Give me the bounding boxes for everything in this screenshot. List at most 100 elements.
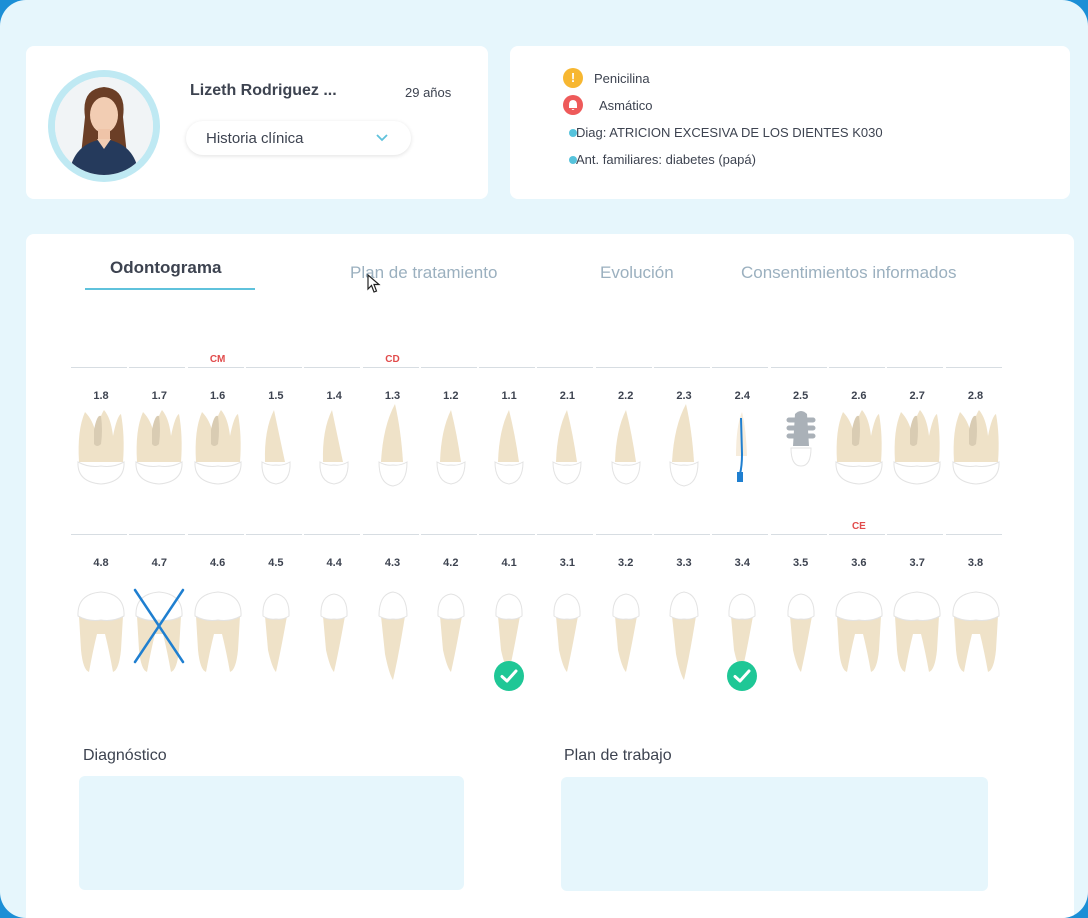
tooth-number: 1.2 [443,390,459,402]
tooth-3-3-icon[interactable] [656,590,712,682]
mouse-cursor-icon [367,274,381,293]
tooth-separator-line [245,367,302,368]
tooth-4-6-icon[interactable] [190,590,246,682]
dot-icon [569,156,577,164]
tab-consentimientos[interactable]: Consentimientos informados [741,263,957,282]
tooth-separator-line [479,367,536,368]
tooth-separator-line [654,367,710,368]
alert-text: Ant. familiares: diabetes (papá) [576,152,756,167]
tooth-separator-line [828,367,885,368]
tooth-4-1-icon[interactable] [481,590,537,682]
tooth-4-7-icon[interactable] [131,590,187,682]
tooth-separator-line [887,534,944,535]
tooth-separator-line [887,367,944,368]
tooth-number: 3.7 [909,557,925,569]
tooth-number: 4.7 [151,557,167,569]
tooth-separator-line [187,367,244,368]
diagnosis-title: Diagnóstico [83,747,167,764]
tooth-separator-line [304,367,361,368]
tooth-number: 4.5 [268,557,284,569]
alert-text: Asmático [599,98,653,113]
tooth-number: 1.8 [93,390,109,402]
tooth-3-4-icon[interactable] [714,590,770,682]
tooth-separator-line [129,534,186,535]
record-type-select[interactable]: Historia clínica [186,121,411,155]
tooth-3-1-icon[interactable] [539,590,595,682]
tooth-number: 3.4 [734,557,750,569]
tooth-separator-line [770,534,827,535]
patient-card: Lizeth Rodriguez ... 29 años Historia cl… [26,46,488,199]
tooth-2-3-icon[interactable] [656,404,712,498]
tooth-separator-line [712,367,769,368]
patient-name: Lizeth Rodriguez ... [190,82,337,99]
tooth-separator-line [420,534,477,535]
tooth-separator-line [187,534,244,535]
tooth-3-7-icon[interactable] [889,590,945,682]
tooth-1-5-icon[interactable] [248,406,304,498]
tooth-2-8-icon[interactable] [948,406,1004,498]
patient-age: 29 años [405,85,452,100]
alert-text: Penicilina [594,71,650,86]
tooth-separator-line [479,534,536,535]
tooth-3-6-icon[interactable] [831,590,887,682]
tooth-number: 2.1 [559,390,576,402]
tooth-separator-line [712,534,769,535]
tooth-2-4-icon[interactable] [714,406,770,498]
exclamation-icon: ! [563,68,583,88]
tooth-separator-line [304,534,361,535]
tooth-number: 3.3 [676,557,692,569]
tooth-separator-line [71,367,127,368]
tooth-1-2-icon[interactable] [423,406,479,498]
tooth-number: 4.3 [384,557,401,569]
tab-odontograma[interactable]: Odontograma [110,258,222,277]
tooth-number: 2.3 [676,390,692,402]
tooth-1-4-icon[interactable] [306,406,362,498]
tab-evolucion[interactable]: Evolución [600,263,674,282]
tooth-3-2-icon[interactable] [598,590,654,682]
tooth-number: 2.7 [909,390,925,402]
tooth-2-7-icon[interactable] [889,406,945,498]
diagnosis-textarea[interactable] [79,776,464,890]
tooth-3-5-icon[interactable] [773,590,829,682]
tooth-2-1-icon[interactable] [539,406,595,498]
tooth-number: 3.1 [559,557,576,569]
tooth-1-1-icon[interactable] [481,406,537,498]
tooth-separator-line [770,367,827,368]
tooth-number: 1.7 [151,390,167,402]
tooth-number: 1.6 [209,390,226,402]
tooth-number: 3.6 [851,557,867,569]
avatar-photo [55,77,153,175]
avatar [48,70,160,182]
tooth-number: 4.6 [209,557,226,569]
tooth-number: 4.1 [501,557,517,569]
tooth-number: 3.5 [792,557,809,569]
tooth-4-5-icon[interactable] [248,590,304,682]
tooth-2-5-icon[interactable] [773,406,829,498]
tooth-number: 2.4 [734,390,750,402]
tooth-separator-line [595,534,652,535]
tooth-1-7-icon[interactable] [131,406,187,498]
tooth-2-2-icon[interactable] [598,406,654,498]
tooth-number: 4.2 [443,557,459,569]
tooth-separator-line [537,367,594,368]
chevron-down-icon [376,134,388,142]
work-plan-textarea[interactable] [561,777,988,891]
alert-text: Diag: ATRICION EXCESIVA DE LOS DIENTES K… [576,125,883,140]
tooth-4-4-icon[interactable] [306,590,362,682]
tooth-number: 1.4 [326,390,342,402]
dot-icon [569,129,577,137]
tooth-2-6-icon[interactable] [831,406,887,498]
tooth-3-8-icon[interactable] [948,590,1004,682]
tooth-4-2-icon[interactable] [423,590,479,682]
tab-plan-tratamiento[interactable]: Plan de tratamiento [350,263,498,282]
tooth-number: 3.2 [618,557,634,569]
tooth-4-3-icon[interactable] [365,590,421,682]
tooth-4-8-icon[interactable] [73,590,129,682]
active-tab-indicator [85,288,255,290]
tooth-separator-line [537,534,594,535]
tooth-number: 2.2 [618,390,634,402]
tooth-1-6-icon[interactable] [190,406,246,498]
tooth-1-3-icon[interactable] [365,404,421,498]
tooth-1-8-icon[interactable] [73,406,129,498]
